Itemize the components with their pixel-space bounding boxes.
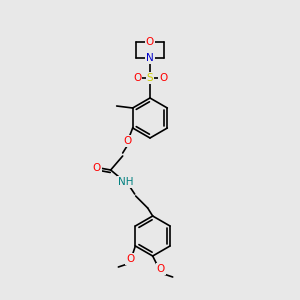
Text: NH: NH: [118, 177, 134, 187]
Text: O: O: [126, 254, 134, 264]
Text: S: S: [147, 73, 153, 83]
Text: O: O: [146, 37, 154, 47]
Text: O: O: [157, 264, 165, 274]
Text: O: O: [93, 163, 101, 173]
Text: O: O: [159, 73, 167, 83]
Text: O: O: [133, 73, 141, 83]
Text: N: N: [146, 53, 154, 63]
Text: O: O: [124, 136, 132, 146]
